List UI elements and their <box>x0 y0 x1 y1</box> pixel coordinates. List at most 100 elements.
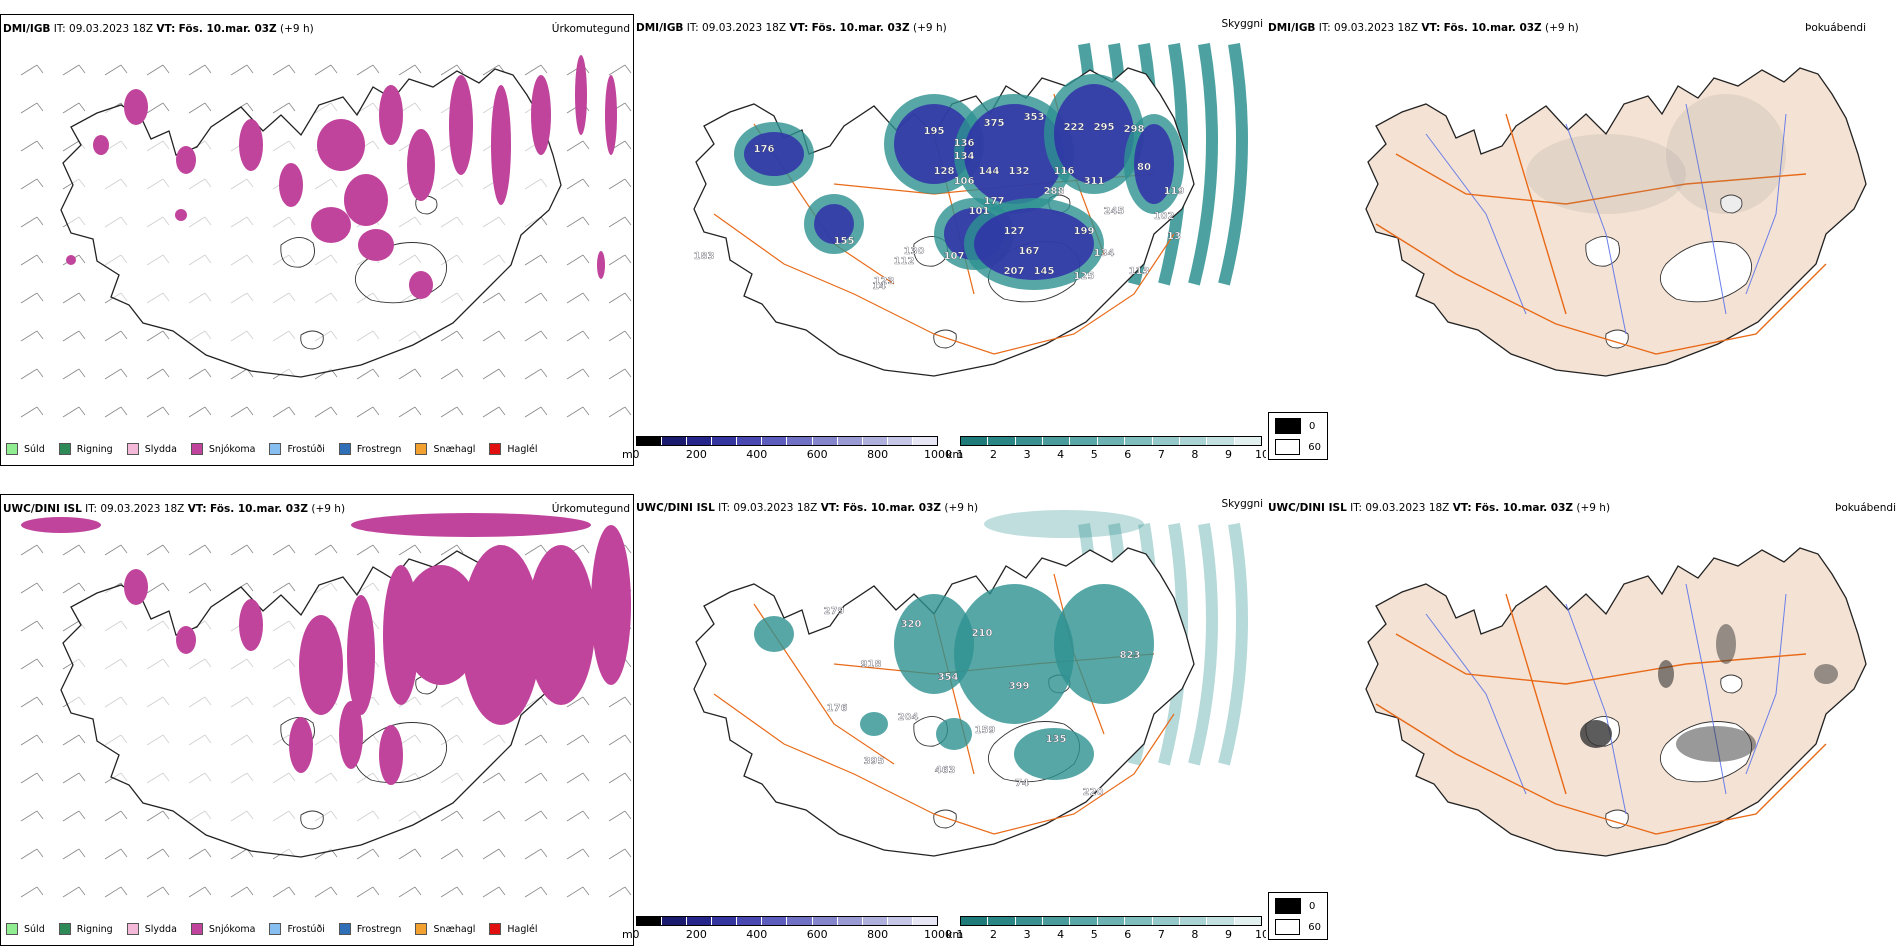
wind-barb <box>482 772 506 784</box>
colorbar-tick-label: 10 <box>1255 928 1269 941</box>
colorbar-segment <box>1207 917 1235 925</box>
colorbar-segment <box>887 437 913 445</box>
wind-barb <box>104 886 128 898</box>
visibility-value-label: 123 <box>874 276 895 287</box>
fog-value-white: 60 <box>1308 921 1321 933</box>
low-cloudbase-area <box>814 204 854 244</box>
wind-barb <box>524 886 548 898</box>
wind-barb <box>20 696 44 708</box>
wind-barb <box>608 330 632 342</box>
init-time: IT: 09.03.2023 18Z <box>686 22 787 34</box>
glacier-outline <box>354 722 448 784</box>
colorbar-segment <box>712 437 738 445</box>
fog-index-area <box>1526 134 1686 214</box>
visibility-value-label: 918 <box>861 659 882 670</box>
wind-barb <box>440 848 464 860</box>
colorbar-boxes <box>960 916 1262 926</box>
river-line <box>1565 123 1627 335</box>
colorbar-segment <box>812 437 838 445</box>
wind-barb <box>272 64 296 76</box>
visibility-value-label: 288 <box>1044 186 1065 197</box>
wind-barb <box>62 406 86 418</box>
wind-barb <box>524 544 548 556</box>
vt-label: VT: <box>187 503 207 515</box>
colorbar-segment <box>662 437 688 445</box>
colorbar-boxes <box>960 436 1262 446</box>
visibility-value-label: 119 <box>1164 186 1185 197</box>
precip-area <box>344 174 388 226</box>
colorbar-ticks: 0 200 400 600 800 1000 <box>633 448 953 462</box>
visibility-value-label: 195 <box>924 126 945 137</box>
visibility-value-label: 207 <box>1004 266 1025 277</box>
precip-area <box>21 517 101 533</box>
wind-barb <box>20 582 44 594</box>
visibility-value-label: 128 <box>934 166 955 177</box>
legend-label: Haglél <box>507 443 538 455</box>
colorbar-segment <box>687 437 713 445</box>
colorbar-tick-label: 9 <box>1224 928 1232 941</box>
visibility-value-label: 134 <box>1094 248 1115 259</box>
precip-area <box>575 55 587 135</box>
precip-area <box>176 146 196 174</box>
fog-legend-row2: 0 60 <box>1268 892 1328 940</box>
precip-map <box>20 55 632 418</box>
wind-barb <box>188 848 212 860</box>
precip-legend-item: Snæhagl <box>415 443 475 455</box>
colorbar-tick-label: 2 <box>990 448 998 461</box>
wind-barb <box>20 734 44 746</box>
colorbar-segment <box>1043 437 1071 445</box>
wind-barb <box>62 368 86 380</box>
wind-barb <box>524 848 548 860</box>
legend-swatch <box>190 443 203 455</box>
legend-swatch <box>58 443 71 455</box>
vt-label: VT: <box>1421 22 1441 34</box>
wind-barb <box>146 544 170 556</box>
legend-label: Frostregn <box>356 923 402 935</box>
panel-title: DMI/IGB IT: 09.03.2023 18Z VT: Fös. 10.m… <box>3 23 314 35</box>
visibility-value-label: 167 <box>1019 246 1040 257</box>
wind-barb <box>398 368 422 380</box>
wind-barb <box>482 848 506 860</box>
precip-area <box>311 207 351 243</box>
fog-swatch-white <box>1275 439 1301 455</box>
colorbar-segment <box>961 437 989 445</box>
colorbar-segment <box>1234 437 1261 445</box>
precip-area <box>347 595 375 715</box>
low-visibility-area <box>1014 728 1094 780</box>
visibility-streak <box>1188 523 1218 766</box>
wind-barb <box>146 330 170 342</box>
wind-barb <box>356 368 380 380</box>
wind-barb <box>356 406 380 418</box>
colorbar-segment <box>1152 437 1180 445</box>
precip-area <box>351 513 591 537</box>
precip-area <box>401 565 481 685</box>
visibility-value-label: 74 <box>1015 778 1029 789</box>
precip-legend-item: Haglél <box>489 923 538 935</box>
wind-barb <box>62 772 86 784</box>
panel-title: DMI/IGB IT: 09.03.2023 18Z VT: Fös. 10.m… <box>636 22 947 34</box>
wind-barb <box>20 848 44 860</box>
legend-label: Slydda <box>144 443 177 455</box>
forecast-step: (+9 h) <box>1576 502 1611 514</box>
visibility-value-label: 101 <box>969 206 990 217</box>
visibility-value-label: 395 <box>864 756 885 767</box>
wind-barb <box>188 886 212 898</box>
visibility-value-label: 127 <box>1004 226 1025 237</box>
wind-barb <box>398 848 422 860</box>
glacier-outline <box>933 329 957 349</box>
wind-barb <box>608 64 632 76</box>
wind-barb <box>188 368 212 380</box>
wind-barb <box>20 140 44 152</box>
colorbar-tick-label: 0 <box>632 928 640 941</box>
visibility-value-label: 112 <box>894 256 915 267</box>
precip-area <box>317 119 365 171</box>
colorbar-tick-label: 10 <box>1255 448 1269 461</box>
precip-area <box>175 209 187 221</box>
river-line <box>1685 103 1727 315</box>
visibility-value-label: 176 <box>827 703 848 714</box>
precip-area <box>279 163 303 207</box>
fog-index-area <box>1676 726 1756 762</box>
wind-barb <box>146 102 170 114</box>
legend-label: Frostúði <box>287 923 325 935</box>
colorbar-segment <box>1097 917 1126 925</box>
